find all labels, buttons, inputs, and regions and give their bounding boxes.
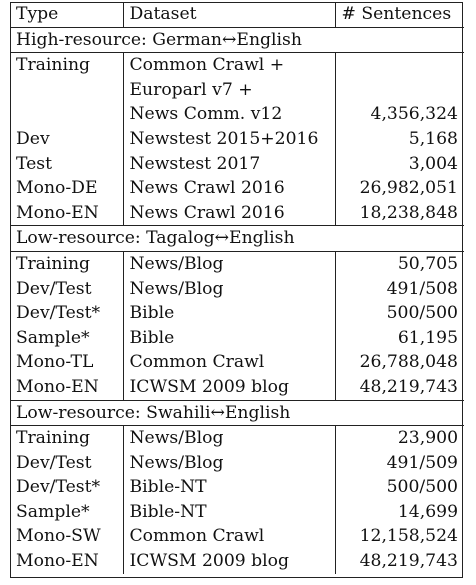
cell-dataset: Common Crawl [122, 350, 335, 375]
cell-type: Dev/Test [16, 278, 92, 299]
cell-type: Training [16, 55, 91, 76]
cell-dataset: Bible [122, 301, 335, 326]
cell-dataset: Bible [122, 325, 335, 351]
cell-sentences: 61,195 [334, 325, 464, 351]
dataset-line: Common Crawl + [129, 55, 285, 76]
cell-sentences: 26,982,051 [334, 176, 464, 201]
cell-type: Dev/Test [16, 452, 92, 473]
cell-sentences: 12,158,524 [334, 524, 464, 550]
section-row: Low-resource: Swahili↔English [10, 399, 464, 427]
cell-type: Sample* [16, 501, 90, 522]
cell-sentences: 50,705 [334, 251, 464, 277]
section-title: Low-resource: Tagalog↔English [10, 225, 464, 252]
table-row: Mono-EN News Crawl 2016 18,238,848 [10, 200, 464, 226]
cell-type: Training [16, 253, 91, 274]
cell-dataset: Newstest 2017 [122, 151, 335, 177]
dataset-line: Common Crawl [129, 526, 265, 547]
table-row: Dev/Test* Bible-NT 500/500 [10, 475, 464, 500]
dataset-line: Bible-NT [129, 477, 207, 498]
table-row: Dev/Test News/Blog 491/508 [10, 276, 464, 302]
cell-sentences: 48,219,743 [334, 374, 464, 400]
cell-sentences: 5,168 [334, 126, 464, 152]
cell-type: Mono-EN [16, 551, 99, 572]
dataset-line: ICWSM 2009 blog [129, 376, 290, 397]
cell-type: Dev [16, 128, 50, 149]
dataset-line: Bible [129, 303, 175, 324]
table-row: Mono-TL Common Crawl 26,788,048 [10, 350, 464, 375]
cell-type: Test [16, 153, 53, 174]
table-row: Dev/Test News/Blog 491/509 [10, 450, 464, 476]
table-row: Test Newstest 2017 3,004 [10, 151, 464, 177]
cell-sentences: 500/500 [334, 301, 464, 326]
dataset-line: Common Crawl [129, 352, 265, 373]
dataset-line: ICWSM 2009 blog [129, 551, 290, 572]
table-row: Sample* Bible-NT 14,699 [10, 499, 464, 525]
dataset-line: News/Blog [129, 452, 224, 473]
cell-type: Mono-EN [16, 202, 99, 223]
cell-sentences: 3,004 [334, 151, 464, 177]
cell-dataset: Newstest 2015+2016 [122, 126, 335, 152]
header-row: Type Dataset # Sentences [10, 2, 464, 28]
cell-sentences: 491/509 [334, 450, 464, 476]
table-body: High-resource: German↔English Training Com… [10, 26, 464, 574]
section-title: High-resource: German↔English [10, 26, 464, 54]
cell-type: Dev/Test* [16, 477, 101, 498]
cell-sentences: 26,788,048 [334, 350, 464, 375]
dataset-line: Newstest 2015+2016 [129, 128, 319, 149]
table-row: Mono-EN ICWSM 2009 blog 48,219,743 [10, 374, 464, 400]
table-row: Training Common Crawl + Europarl v7 + News … [10, 52, 464, 127]
cell-sentences: 14,699 [334, 499, 464, 525]
cell-type: Mono-DE [16, 178, 98, 199]
table-row: Training News/Blog 23,900 [10, 425, 464, 451]
dataset-line: News/Blog [129, 253, 224, 274]
cell-sentences: 4,356,324 [334, 52, 464, 127]
dataset-line: Europarl v7 + [129, 79, 253, 100]
cell-sentences: 23,900 [334, 425, 464, 451]
cell-dataset: ICWSM 2009 blog [122, 374, 335, 400]
cell-dataset: News/Blog [122, 276, 335, 302]
cell-dataset: Common Crawl + Europarl v7 + News Comm. v1… [122, 52, 335, 127]
dataset-line: Bible [129, 327, 175, 348]
dataset-line: Newstest 2017 [129, 153, 261, 174]
cell-dataset: Common Crawl [122, 524, 335, 550]
dataset-line: News Crawl 2016 [129, 202, 285, 223]
table-row: Sample* Bible 61,195 [10, 325, 464, 351]
cell-type: Sample* [16, 327, 90, 348]
dataset-statistics-table: Type Dataset # Sentences High-resource: … [10, 2, 464, 574]
dataset-line: News Crawl 2016 [129, 178, 285, 199]
table-row: Dev Newstest 2015+2016 5,168 [10, 126, 464, 152]
cell-type: Training [16, 428, 91, 449]
dataset-line: Bible-NT [129, 501, 207, 522]
cell-type: Mono-SW [16, 526, 101, 547]
table-row: Mono-SW Common Crawl 12,158,524 [10, 524, 464, 550]
header-sentences: # Sentences [334, 2, 464, 28]
cell-type: Mono-TL [16, 352, 94, 373]
table-row: Mono-DE News Crawl 2016 26,982,051 [10, 176, 464, 201]
cell-sentences: 48,219,743 [334, 549, 464, 574]
cell-dataset: News/Blog [122, 425, 335, 451]
dataset-line: News/Blog [129, 278, 224, 299]
dataset-line: News Comm. v12 [129, 104, 283, 125]
cell-type: Dev/Test* [16, 303, 101, 324]
table-row: Mono-EN ICWSM 2009 blog 48,219,743 [10, 549, 464, 574]
cell-dataset: Bible-NT [122, 475, 335, 500]
section-row: Low-resource: Tagalog↔English [10, 225, 464, 252]
cell-sentences: 491/508 [334, 276, 464, 302]
cell-dataset: News/Blog [122, 251, 335, 277]
table-row: Dev/Test* Bible 500/500 [10, 301, 464, 326]
cell-sentences: 18,238,848 [334, 200, 464, 226]
cell-type: Mono-EN [16, 376, 99, 397]
cell-dataset: News/Blog [122, 450, 335, 476]
header-type: Type [16, 4, 59, 24]
cell-dataset: News Crawl 2016 [122, 200, 335, 226]
cell-dataset: News Crawl 2016 [122, 176, 335, 201]
table-row: Training News/Blog 50,705 [10, 251, 464, 277]
dataset-line: News/Blog [129, 428, 224, 449]
cell-dataset: Bible-NT [122, 499, 335, 525]
cell-sentences: 500/500 [334, 475, 464, 500]
section-row: High-resource: German↔English [10, 26, 464, 54]
header-dataset: Dataset [122, 2, 335, 28]
cell-dataset: ICWSM 2009 blog [122, 549, 335, 574]
section-title: Low-resource: Swahili↔English [10, 399, 464, 427]
